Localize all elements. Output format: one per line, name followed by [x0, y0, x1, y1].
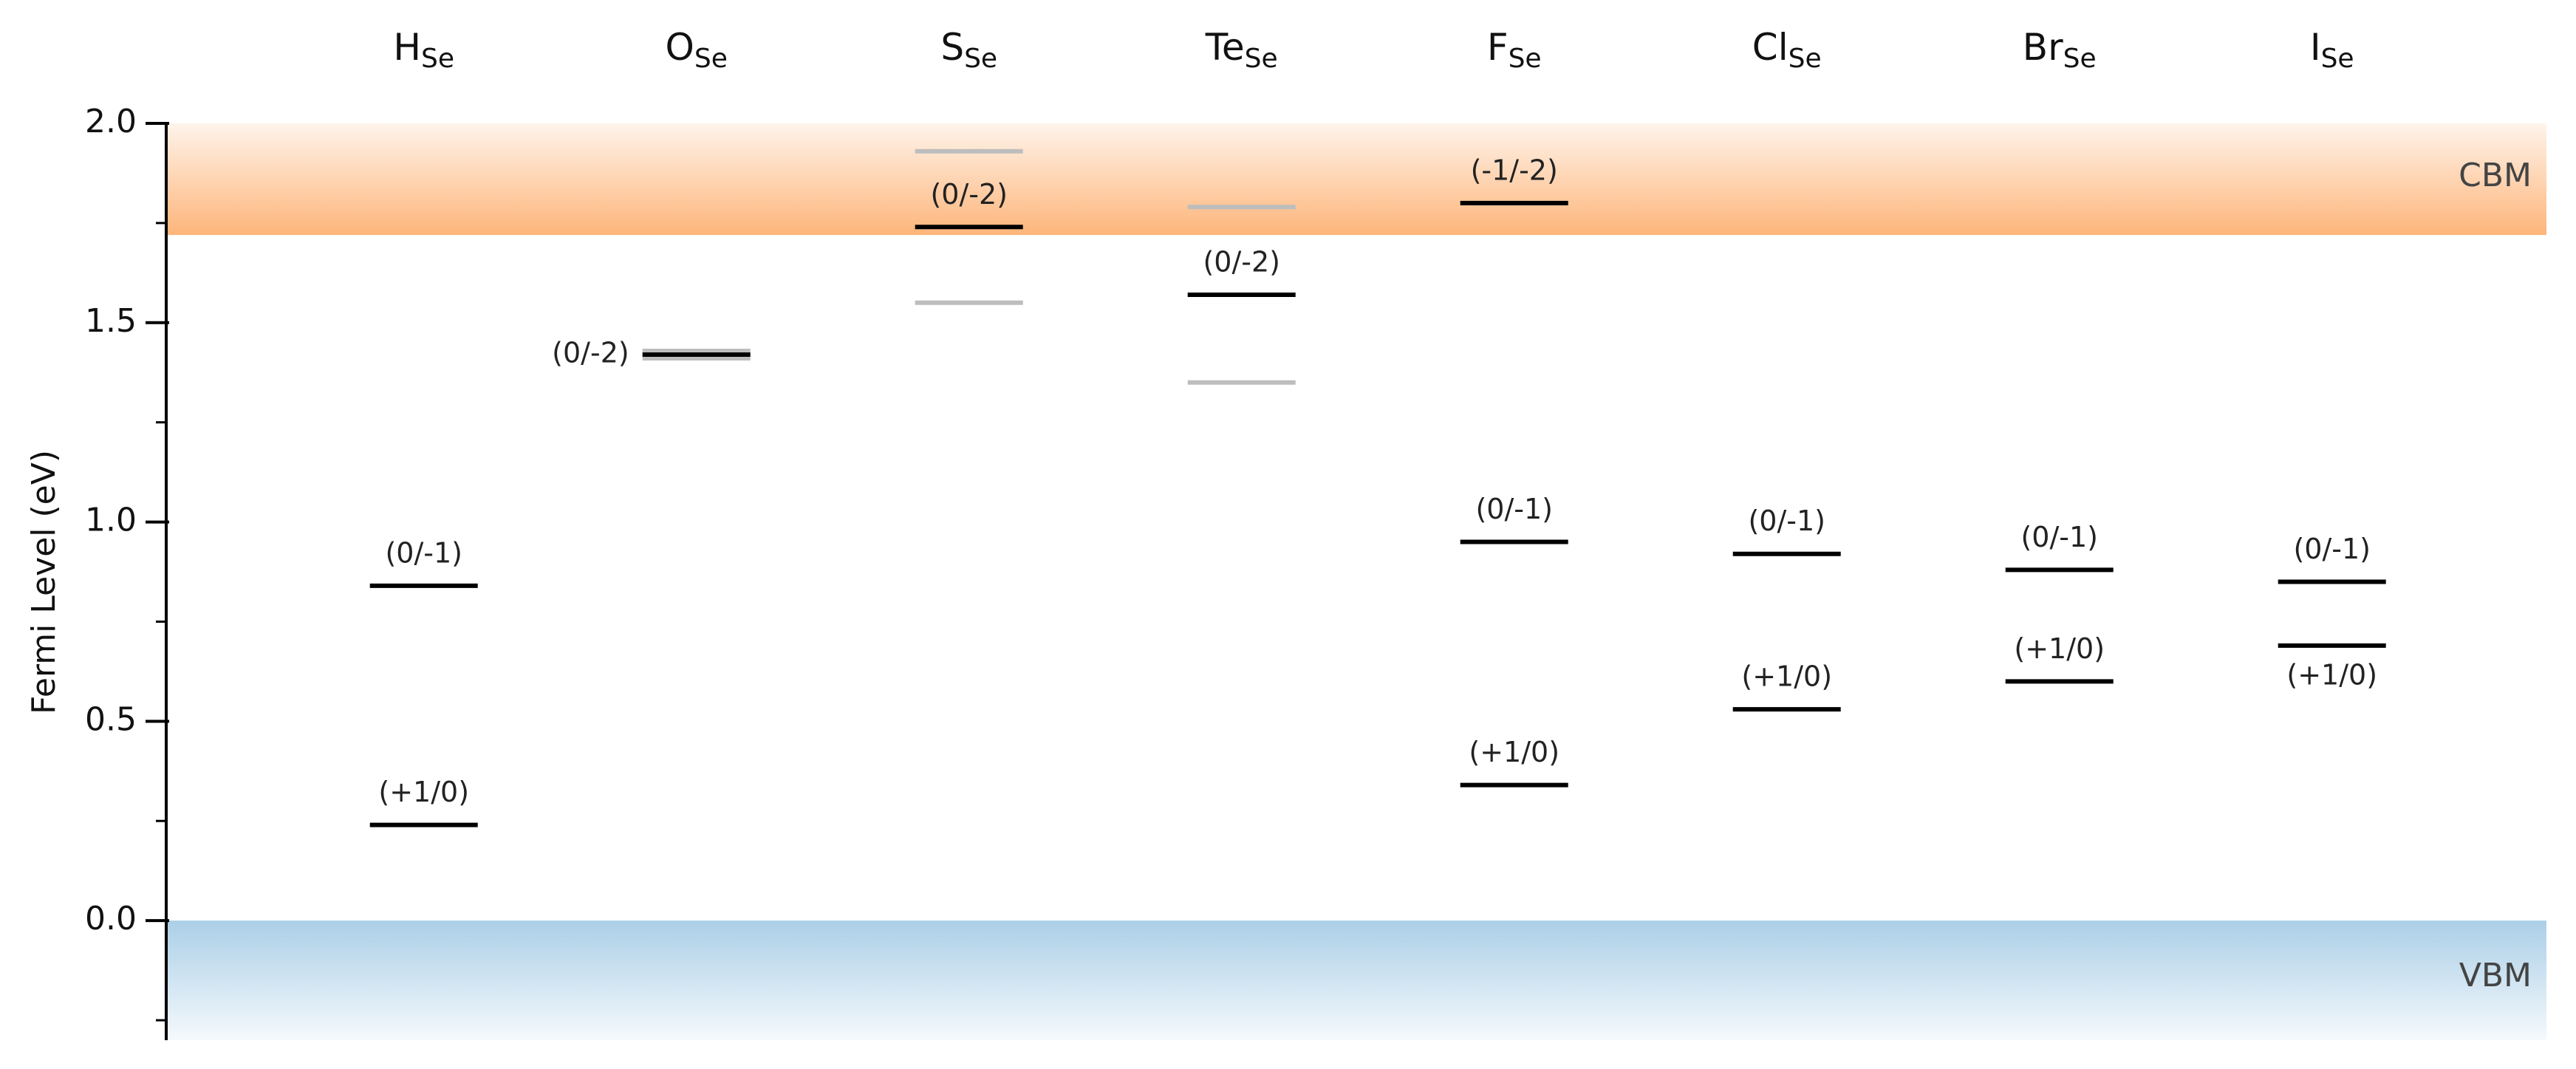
category-label: FSe	[1487, 26, 1542, 75]
y-axis-title: Fermi Level (eV)	[25, 450, 63, 714]
y-tick-label: 1.5	[85, 302, 137, 340]
level-label: (0/-1)	[1475, 493, 1553, 525]
y-tick-label: 0.0	[85, 900, 137, 937]
vbm-label: VBM	[2459, 957, 2532, 994]
level-label: (0/-1)	[1748, 505, 1825, 537]
level-label: (+1/0)	[2286, 658, 2377, 691]
category-label: TeSe	[1205, 26, 1278, 75]
y-tick-label: 0.5	[85, 700, 137, 738]
level-label: (0/-2)	[930, 178, 1008, 211]
level-label: (0/-1)	[2020, 521, 2098, 553]
category-subscript: Se	[694, 44, 728, 74]
level-label: (0/-1)	[2293, 533, 2371, 565]
y-tick-label: 1.0	[85, 502, 137, 539]
level-label: (-1/-2)	[1471, 154, 1558, 186]
cbm-band	[166, 123, 2546, 236]
category-name: H	[393, 26, 421, 69]
level-label: (0/-2)	[552, 336, 629, 369]
category-subscript: Se	[2321, 44, 2354, 74]
category-name: Cl	[1752, 26, 1788, 69]
category-subscript: Se	[1788, 44, 1822, 74]
level-label: (0/-1)	[385, 536, 462, 569]
category-subscript: Se	[421, 44, 454, 74]
category-label: ClSe	[1752, 26, 1822, 75]
category-name: Te	[1205, 26, 1245, 69]
vbm-band	[166, 921, 2546, 1040]
category-label: BrSe	[2023, 26, 2097, 75]
cbm-label: CBM	[2459, 157, 2532, 194]
category-name: O	[666, 26, 694, 69]
category-subscript: Se	[1509, 44, 1542, 74]
category-name: Br	[2023, 26, 2063, 69]
level-label: (+1/0)	[1469, 736, 1559, 768]
category-label: HSe	[393, 26, 454, 75]
category-label: OSe	[666, 26, 728, 75]
y-tick-label: 2.0	[85, 103, 137, 140]
category-label: SSe	[940, 26, 997, 75]
category-name: F	[1487, 26, 1509, 69]
category-subscript: Se	[1245, 44, 1278, 74]
category-name: I	[2310, 26, 2321, 69]
category-subscript: Se	[964, 44, 997, 74]
level-label: (+1/0)	[2014, 632, 2105, 665]
level-label: (+1/0)	[1741, 660, 1832, 693]
category-name: S	[940, 26, 964, 69]
level-label: (+1/0)	[378, 776, 469, 808]
category-subscript: Se	[2063, 44, 2097, 74]
level-label: (0/-2)	[1203, 246, 1280, 279]
category-label: ISe	[2310, 26, 2354, 75]
